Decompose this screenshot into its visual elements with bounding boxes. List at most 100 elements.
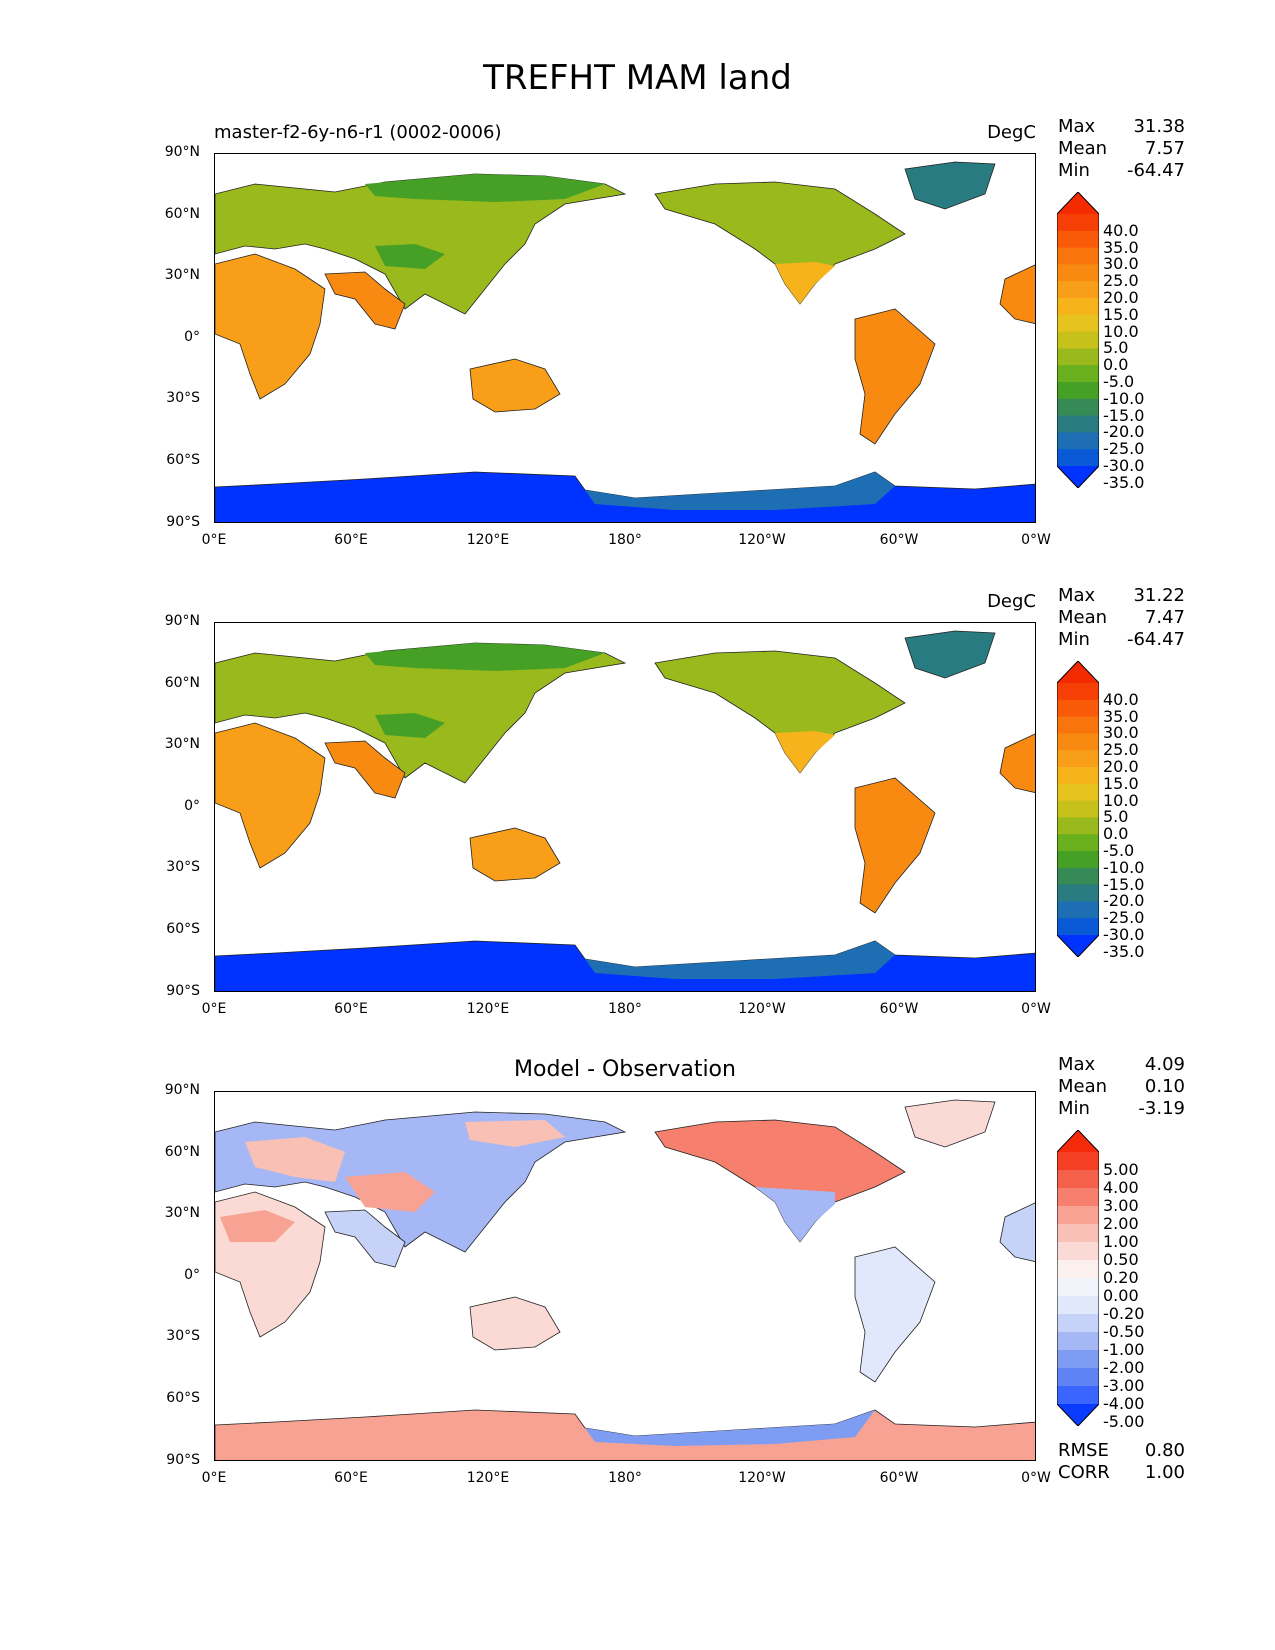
colorbar-segment	[1057, 1386, 1099, 1405]
land-tibet	[375, 244, 445, 269]
land-arabia-india	[324, 740, 406, 799]
land-north-america	[654, 181, 906, 305]
stat-max-value: 31.38	[1133, 116, 1185, 137]
colorbar-tick-label: 20.0	[1103, 288, 1139, 307]
colorbar-segment	[1057, 1170, 1099, 1189]
colorbar-segment	[1057, 918, 1099, 936]
stat-min-value: -3.19	[1138, 1098, 1185, 1119]
lat-label: 90°N	[164, 144, 200, 160]
land-australia	[469, 827, 561, 882]
colorbar-segment	[1057, 817, 1099, 835]
colorbar-tick-label: -10.0	[1103, 857, 1145, 877]
map-diff	[214, 1091, 1036, 1461]
lat-label: 90°S	[166, 514, 200, 530]
colorbar-tick-label: 40.0	[1103, 689, 1139, 709]
colorbar-segment	[1057, 247, 1099, 265]
colorbar-tick-label: 0.00	[1103, 1286, 1139, 1305]
lon-label: 60°W	[879, 532, 919, 548]
colorbar-segment	[1057, 683, 1099, 701]
lon-label: 120°E	[466, 1001, 510, 1017]
colorbar-tick-label: -15.0	[1103, 405, 1145, 425]
lon-label: 60°E	[334, 1001, 368, 1017]
colorbar-tick-label: -35.0	[1103, 472, 1145, 492]
colorbar-extend-max	[1057, 1130, 1099, 1152]
colorbar-tick-label: 10.0	[1103, 321, 1139, 341]
colorbar-tick-label: -20.0	[1103, 891, 1145, 911]
lon-label: 60°W	[879, 1001, 919, 1017]
lon-label: 180°	[608, 532, 642, 548]
colorbar: 40.0 35.0 30.0 25.0 20.0 15.0 10.0 5.0 0.0 -5.0 -1…	[1057, 192, 1144, 490]
lon-label: 0°W	[1021, 1001, 1051, 1017]
difference-map	[215, 1099, 1035, 1460]
stat-mean-label: Mean	[1058, 607, 1108, 628]
lat-label: 0°	[184, 1267, 200, 1283]
colorbar-tick-label: 35.0	[1103, 706, 1139, 726]
stat-mean-label: Mean	[1058, 1076, 1108, 1097]
stats-values: 31.38 7.57 -64.47	[1127, 116, 1185, 182]
lon-label: 120°W	[738, 1001, 786, 1017]
colorbar-tick-label: -25.0	[1103, 439, 1145, 459]
colorbar-tick-label: 20.0	[1103, 757, 1139, 776]
colorbar-tick-label: -10.0	[1103, 388, 1145, 408]
land-arabia-india	[324, 1209, 406, 1268]
colorbar-tick-label: -5.0	[1103, 841, 1135, 860]
colorbar-svg	[1057, 192, 1099, 488]
stat-mean-value: 7.47	[1144, 607, 1185, 628]
land-south-america	[854, 777, 936, 914]
colorbar-tick-label: 40.0	[1103, 220, 1139, 240]
land-africa	[215, 722, 326, 869]
land-africa	[215, 253, 326, 400]
colorbar-segment	[1057, 716, 1099, 734]
corr-value: 1.00	[1144, 1462, 1185, 1483]
lon-label: 0°W	[1021, 1470, 1051, 1486]
colorbar-tick-label: -15.0	[1103, 874, 1145, 894]
corr-label: CORR	[1058, 1462, 1110, 1483]
land-eurasia-warm	[245, 1137, 345, 1182]
colorbar: 5.00 4.00 3.00 2.00 1.00 0.50 0.20 0.00 -0.20 -0.…	[1057, 1130, 1144, 1430]
colorbar-tick-label: 25.0	[1103, 740, 1139, 760]
error-stats-names: RMSE CORR	[1058, 1440, 1110, 1484]
colorbar-segment	[1057, 834, 1099, 852]
colorbar-tick-label: -5.0	[1103, 372, 1135, 391]
land-south-america	[854, 308, 936, 445]
colorbar-segment	[1057, 1224, 1099, 1243]
colorbar-tick-label: 0.50	[1103, 1250, 1139, 1269]
colorbar-segment	[1057, 1278, 1099, 1297]
colorbar-tick-label: 5.0	[1103, 807, 1129, 827]
colorbar-segment	[1057, 415, 1099, 433]
stats-values: 4.09 0.10 -3.19	[1138, 1054, 1185, 1120]
stats-names: Max Mean Min	[1058, 585, 1107, 651]
colorbar-tick-label: 15.0	[1103, 773, 1139, 793]
colorbar-tick-label: 2.00	[1103, 1214, 1139, 1233]
stats-values: 31.22 7.47 -64.47	[1127, 585, 1185, 651]
land-west-africa-edge	[999, 1202, 1035, 1262]
lat-label: 30°N	[164, 267, 200, 283]
land-asia-warm	[345, 1172, 435, 1212]
colorbar-tick-label: 3.00	[1103, 1196, 1139, 1215]
lon-label: 180°	[608, 1470, 642, 1486]
colorbar-tick-label: 10.0	[1103, 790, 1139, 810]
colorbar-segment	[1057, 783, 1099, 802]
colorbar-segment	[1057, 1242, 1099, 1261]
lat-label: 30°S	[166, 859, 200, 875]
colorbar-tick-label: 0.20	[1103, 1268, 1139, 1287]
land-australia	[469, 1296, 561, 1351]
lon-label: 120°E	[466, 1470, 510, 1486]
colorbar-segment	[1057, 884, 1099, 902]
stat-max-value: 4.09	[1144, 1054, 1185, 1075]
colorbar-segment	[1057, 1350, 1099, 1369]
colorbar-segment	[1057, 365, 1099, 383]
colorbar-tick-label: -1.00	[1103, 1340, 1145, 1359]
land-antarctica-cool	[585, 1410, 875, 1446]
stat-min-label: Min	[1058, 1098, 1090, 1119]
lat-label: 30°N	[164, 1205, 200, 1221]
stats-names: Max Mean Min	[1058, 116, 1107, 182]
colorbar-tick-label: 35.0	[1103, 237, 1139, 257]
land-antarctica-shelf	[585, 941, 895, 979]
lon-label: 120°W	[738, 532, 786, 548]
rmse-value: 0.80	[1144, 1440, 1185, 1461]
colorbar-tick-label: 5.00	[1103, 1160, 1139, 1179]
colorbar-segment	[1057, 1152, 1099, 1171]
colorbar-segment	[1057, 398, 1099, 417]
colorbar-segment	[1057, 1314, 1099, 1333]
